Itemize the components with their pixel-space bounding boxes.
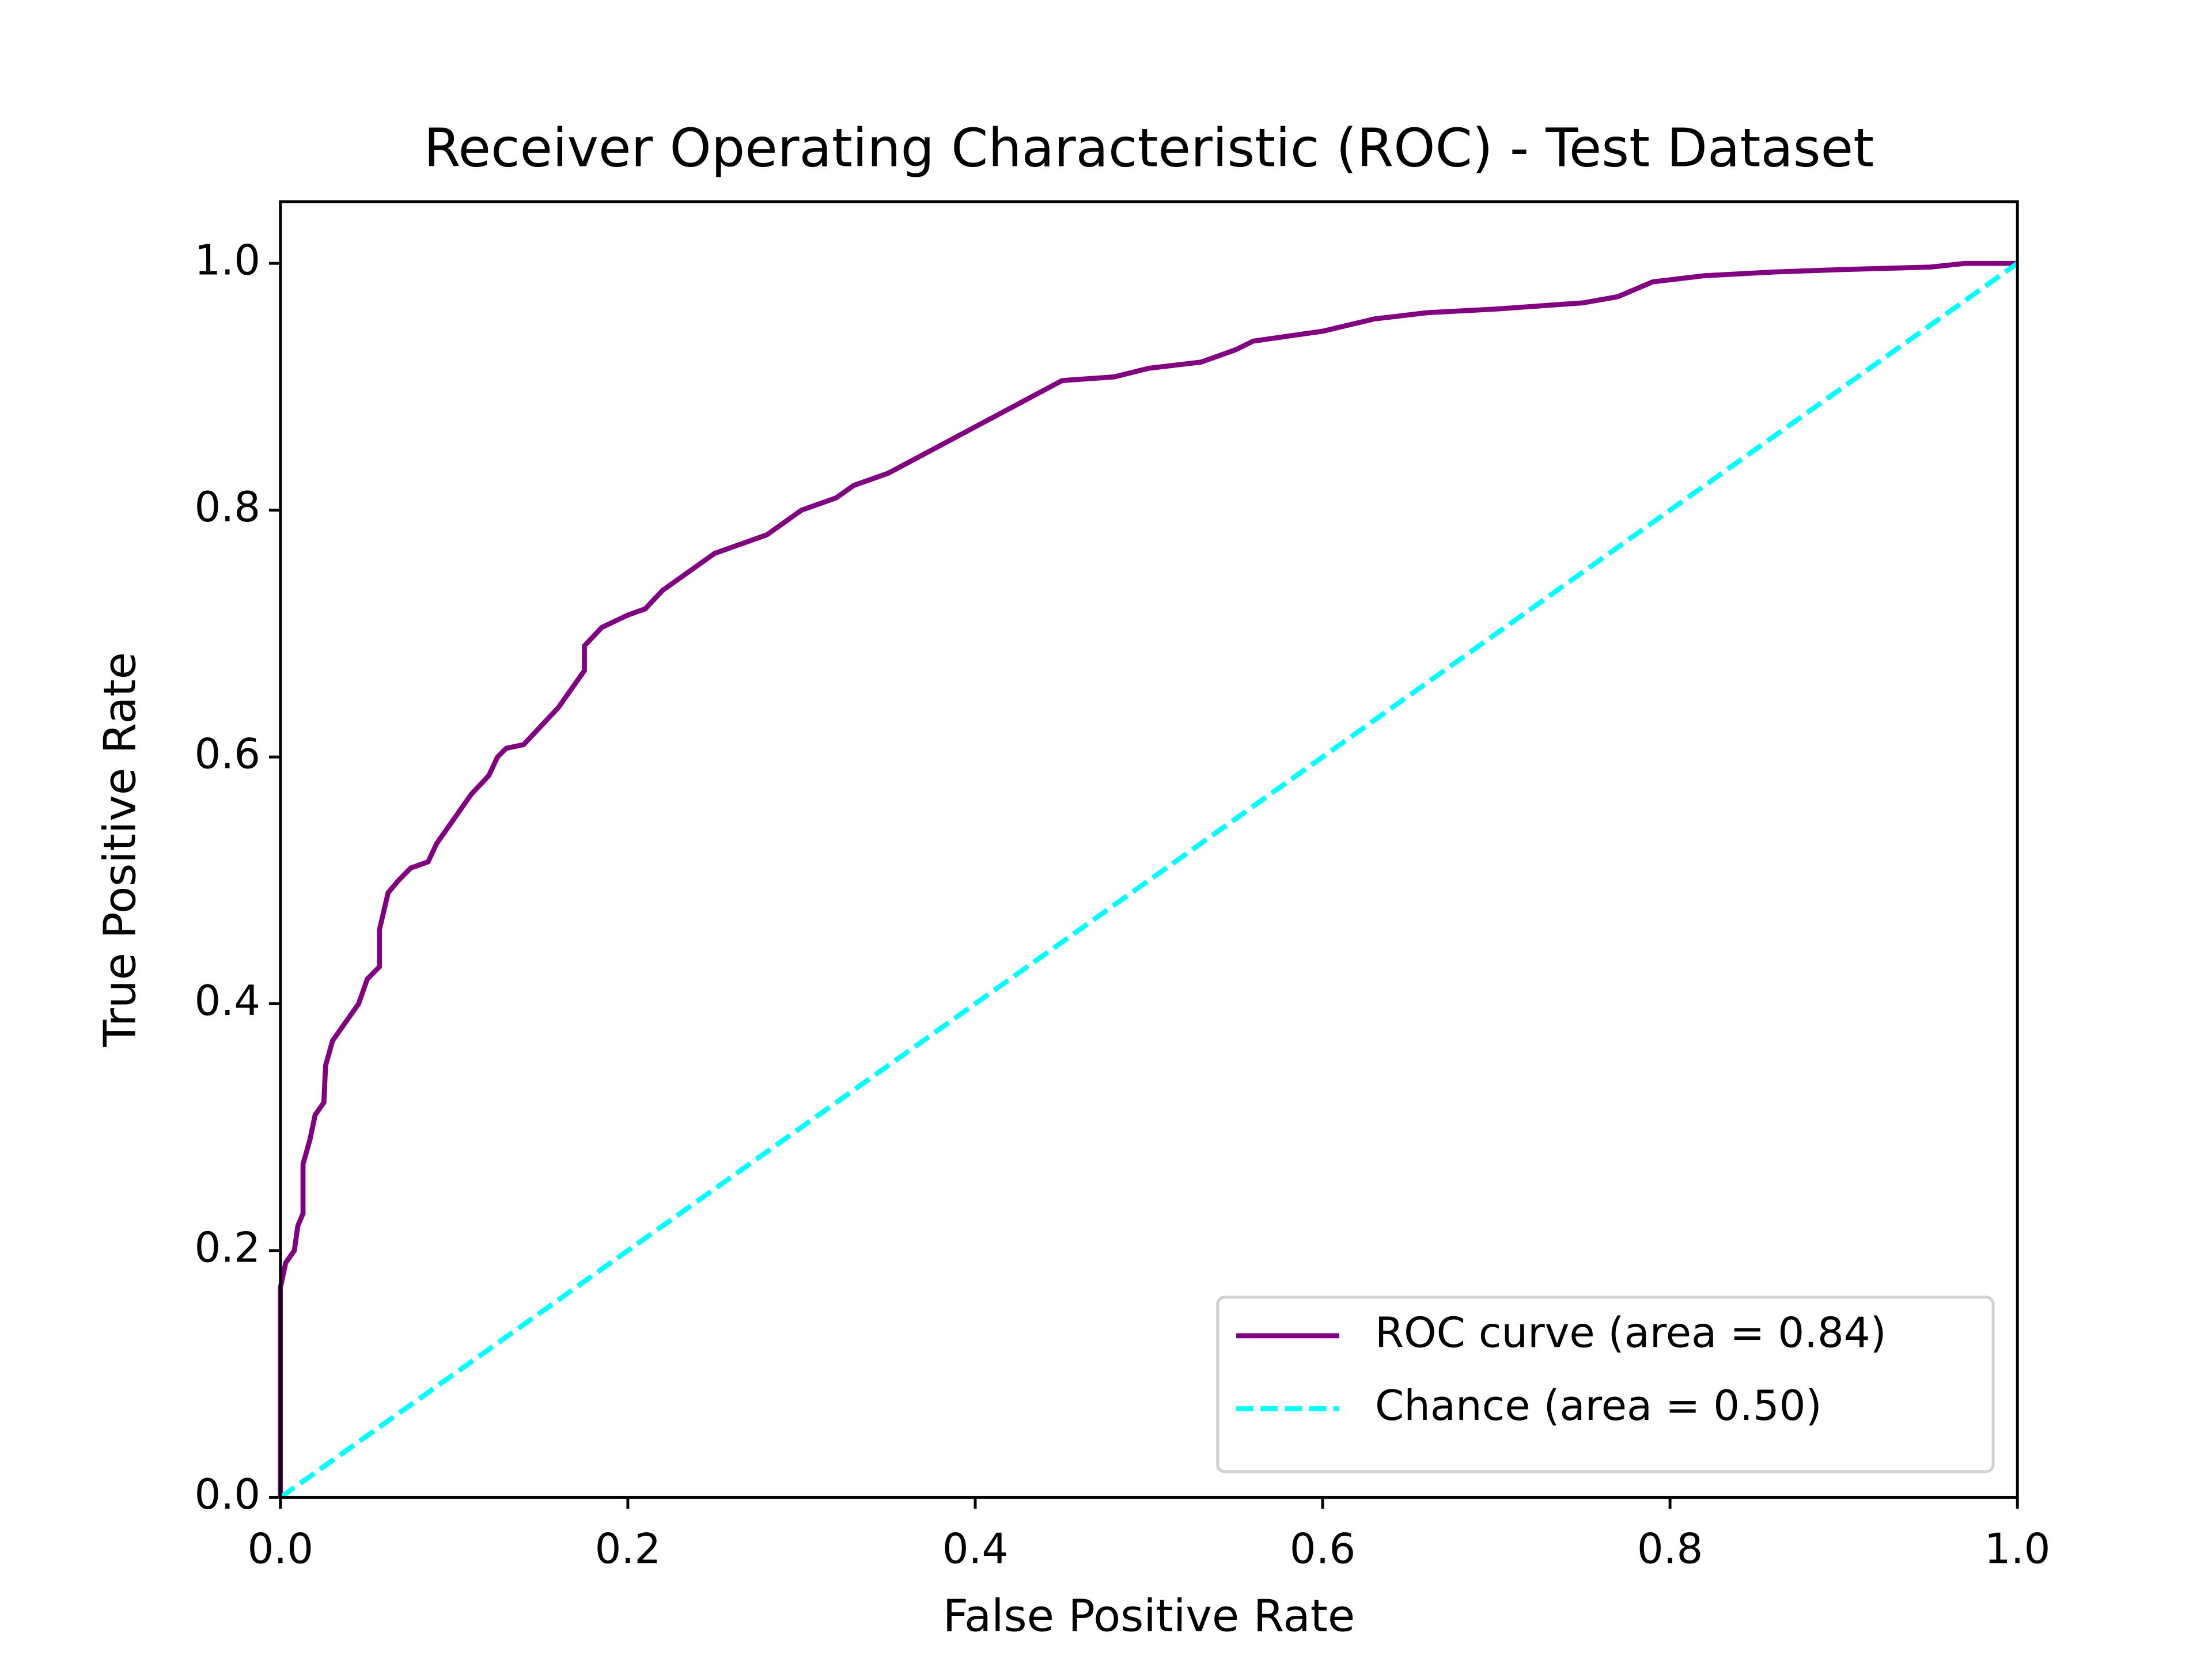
x-tick-label: 0.2 — [595, 1524, 661, 1573]
y-tick-label: 0.8 — [195, 483, 261, 531]
y-tick-label: 0.4 — [195, 976, 261, 1025]
y-tick-label: 1.0 — [195, 236, 261, 285]
x-tick-label: 0.8 — [1637, 1524, 1703, 1573]
y-axis-label: True Positive Rate — [95, 652, 146, 1047]
chart-title: Receiver Operating Characteristic (ROC) … — [424, 118, 1874, 179]
legend-label: Chance (area = 0.50) — [1375, 1381, 1822, 1430]
x-tick-label: 1.0 — [1984, 1524, 2051, 1573]
x-tick-label: 0.6 — [1290, 1524, 1356, 1573]
y-tick-label: 0.0 — [195, 1470, 261, 1518]
y-tick-label: 0.6 — [195, 730, 261, 778]
y-tick-label: 0.2 — [195, 1224, 261, 1272]
series-line — [278, 260, 2018, 1498]
x-tick-label: 0.4 — [942, 1524, 1009, 1573]
x-tick-label: 0.0 — [248, 1524, 314, 1573]
x-axis-label: False Positive Rate — [943, 1590, 1355, 1642]
legend-label: ROC curve (area = 0.84) — [1375, 1308, 1887, 1357]
legend-box — [1216, 1296, 1995, 1474]
plot-frame — [279, 200, 2019, 1499]
series-line — [279, 261, 2019, 1499]
